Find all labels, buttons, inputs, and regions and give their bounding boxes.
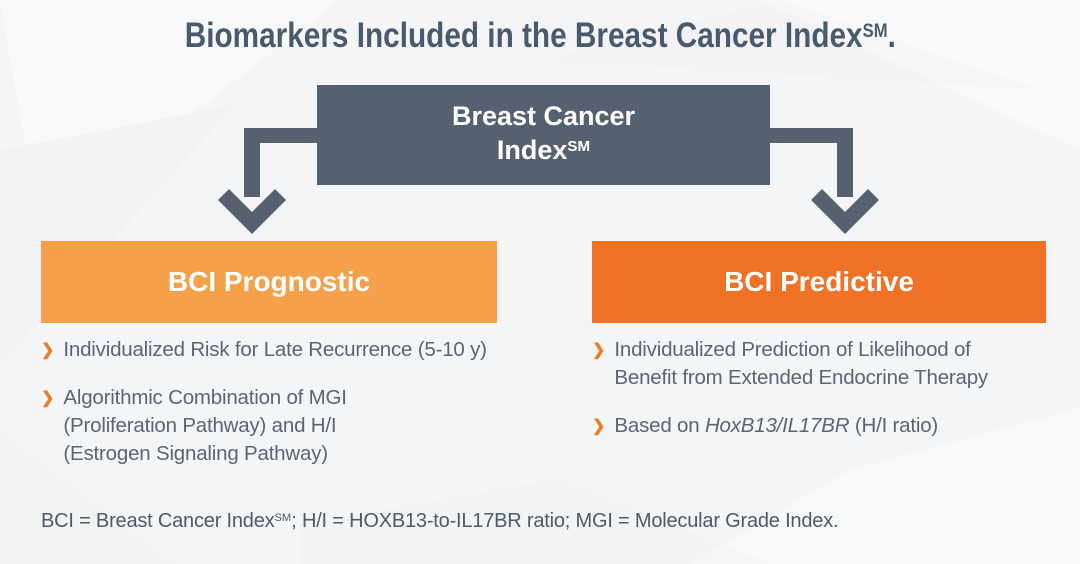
figure-title: Biomarkers Included in the Breast Cancer…	[0, 16, 1080, 56]
list-item: ❯ Based on HoxB13/IL17BR (H/I ratio)	[592, 412, 1072, 440]
prognostic-bullet-list: ❯ Individualized Risk for Late Recurrenc…	[41, 336, 536, 488]
footnote-sm-superscript: SM	[274, 512, 292, 525]
abbreviation-footnote: BCI = Breast Cancer IndexSM; H/I = HOXB1…	[41, 510, 1051, 533]
predictive-bullet-list: ❯ Individualized Prediction of Likelihoo…	[592, 336, 1072, 460]
right-arrowhead-icon	[811, 189, 879, 234]
bullet-text: Based on HoxB13/IL17BR (H/I ratio)	[614, 412, 938, 440]
right-elbow-connector	[770, 128, 853, 197]
figure-title-inner: Biomarkers Included in the Breast Cancer…	[184, 16, 895, 56]
root-node-line1: Breast Cancer	[452, 99, 635, 133]
chevron-bullet-icon: ❯	[592, 418, 606, 435]
bullet-text: Individualized Risk for Late Recurrence …	[63, 338, 487, 361]
left-arrowhead-icon	[218, 189, 286, 234]
root-node-line2: IndexSM	[497, 133, 590, 172]
title-period: .	[887, 16, 896, 55]
list-item: ❯ Individualized Prediction of Likelihoo…	[592, 336, 1072, 392]
root-node-line2-text: Index	[496, 134, 568, 165]
bci-predictive-label: BCI Predictive	[724, 266, 914, 297]
node-bci-predictive: BCI Predictive	[592, 241, 1046, 323]
bullet-text-gene-italic: HoxB13/IL17BR	[704, 414, 850, 437]
bullet-text: Individualized Prediction of Likelihood …	[614, 338, 988, 389]
root-node-sm-superscript: SM	[567, 137, 591, 155]
bullet-text-suffix: (H/I ratio)	[849, 414, 939, 437]
root-node-breast-cancer-index: Breast Cancer IndexSM	[317, 85, 770, 185]
figure-title-text: Biomarkers Included in the Breast Cancer…	[184, 16, 863, 55]
bci-prognostic-label: BCI Prognostic	[167, 266, 371, 297]
chevron-bullet-icon: ❯	[592, 342, 606, 359]
chevron-bullet-icon: ❯	[41, 390, 55, 407]
node-bci-prognostic: BCI Prognostic	[41, 241, 497, 323]
footnote-part1: BCI = Breast Cancer Index	[41, 510, 275, 532]
list-item: ❯ Individualized Risk for Late Recurrenc…	[41, 336, 536, 364]
root-node-line1-text: Breast Cancer	[451, 100, 636, 131]
bullet-text: Algorithmic Combination of MGI (Prolifer…	[63, 386, 347, 465]
footnote-part2: ; H/I = HOXB13-to-IL17BR ratio; MGI = Mo…	[291, 510, 839, 532]
list-item: ❯ Algorithmic Combination of MGI (Prolif…	[41, 384, 536, 468]
chevron-bullet-icon: ❯	[41, 342, 55, 359]
title-sm-superscript: SM	[862, 19, 888, 42]
left-elbow-connector	[244, 128, 317, 197]
bullet-text-prefix: Based on	[614, 414, 705, 437]
